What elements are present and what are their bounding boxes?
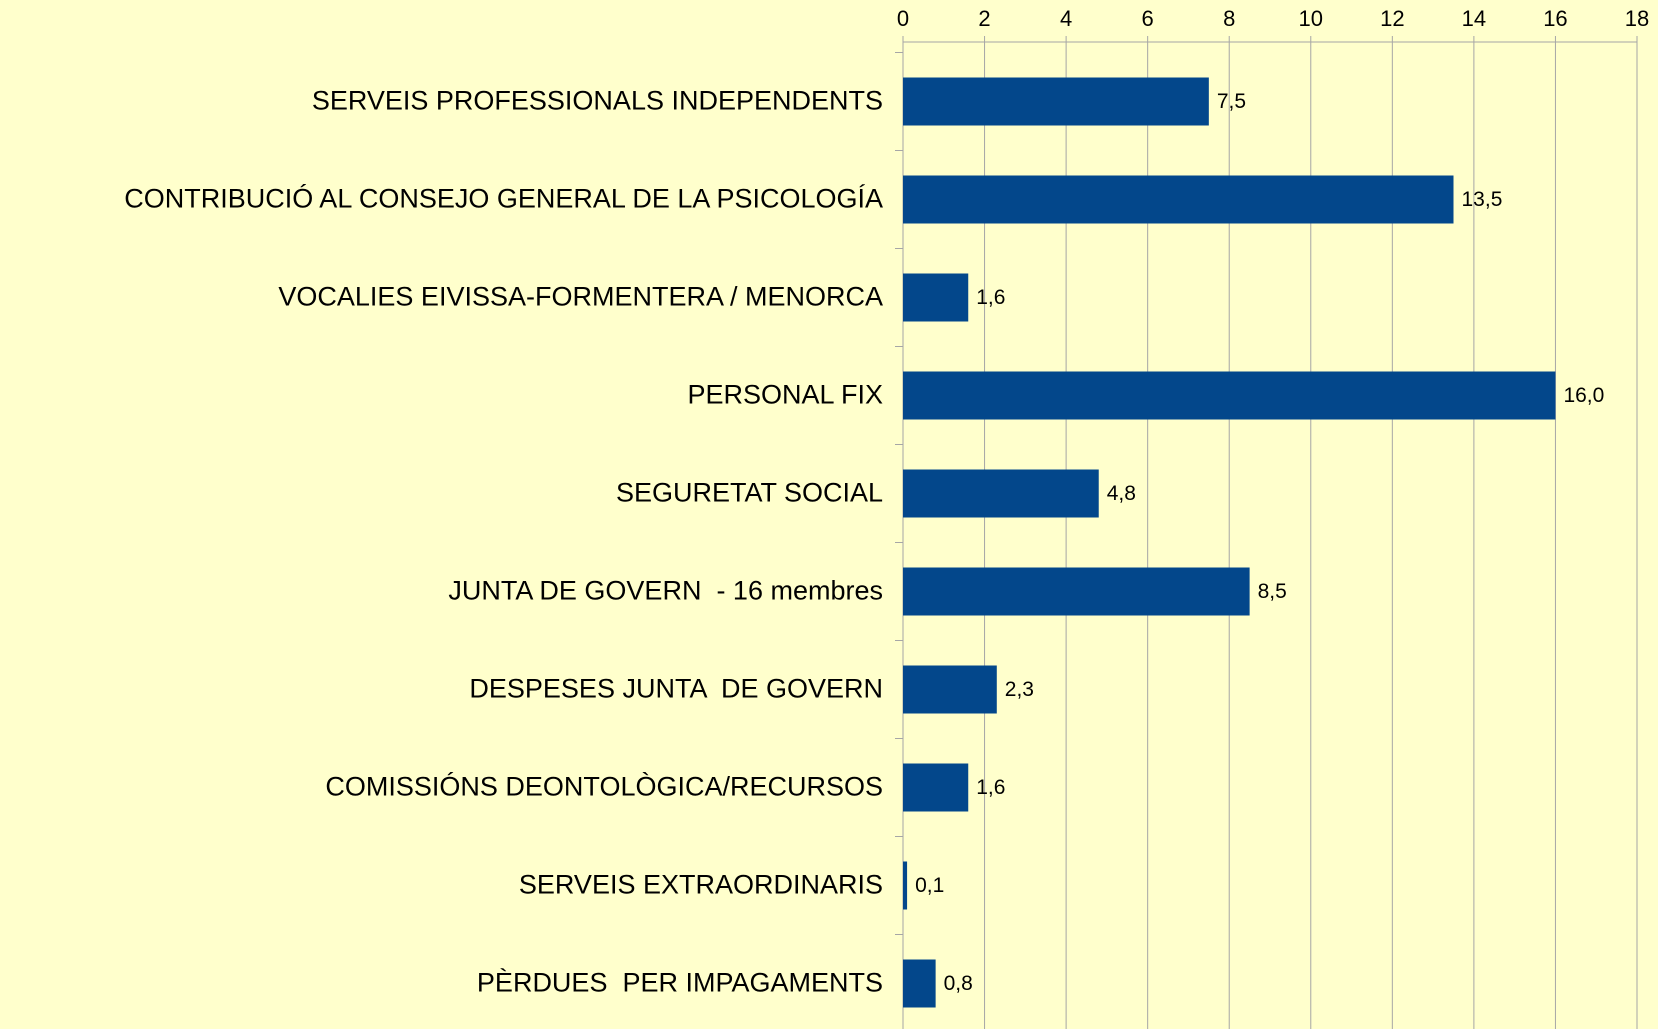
bar (903, 469, 1099, 518)
value-label: 0,8 (944, 972, 973, 995)
bar (903, 77, 1209, 126)
value-label: 8,5 (1258, 580, 1287, 603)
value-label: 1,6 (976, 776, 1005, 799)
value-label: 2,3 (1005, 678, 1034, 701)
value-label: 0,1 (915, 874, 944, 897)
x-tick-label: 2 (978, 6, 990, 31)
x-tick-label: 16 (1543, 6, 1567, 31)
value-label: 1,6 (976, 286, 1005, 309)
value-label: 16,0 (1563, 384, 1604, 407)
x-tick-label: 10 (1299, 6, 1323, 31)
x-tick-label: 12 (1380, 6, 1404, 31)
category-label: CONTRIBUCIÓ AL CONSEJO GENERAL DE LA PSI… (124, 183, 883, 214)
value-label: 7,5 (1217, 90, 1246, 113)
x-tick-label: 0 (897, 6, 909, 31)
category-label: VOCALIES EIVISSA-FORMENTERA / MENORCA (278, 282, 883, 312)
bar (903, 861, 908, 910)
category-label: COMISSIÓNS DEONTOLÒGICA/RECURSOS (325, 771, 883, 802)
bar (903, 665, 997, 714)
value-label: 13,5 (1462, 188, 1503, 211)
category-label: PERSONAL FIX (687, 380, 883, 410)
category-label: PÈRDUES PER IMPAGAMENTS (477, 968, 883, 998)
bar (903, 273, 969, 322)
x-tick-label: 8 (1223, 6, 1235, 31)
category-label: DESPESES JUNTA DE GOVERN (469, 674, 883, 704)
value-label: 4,8 (1107, 482, 1136, 505)
x-tick-label: 4 (1060, 6, 1072, 31)
x-tick-label: 14 (1462, 6, 1486, 31)
category-label: JUNTA DE GOVERN - 16 membres (448, 576, 883, 606)
bar (903, 371, 1556, 420)
bar (903, 763, 969, 812)
bar (903, 959, 936, 1008)
x-tick-label: 6 (1142, 6, 1154, 31)
x-tick-label: 18 (1625, 6, 1649, 31)
bar (903, 567, 1250, 616)
category-label: SERVEIS PROFESSIONALS INDEPENDENTS (312, 86, 883, 116)
category-label: SERVEIS EXTRAORDINARIS (519, 870, 883, 900)
bar (903, 175, 1454, 224)
category-label: SEGURETAT SOCIAL (616, 478, 883, 508)
